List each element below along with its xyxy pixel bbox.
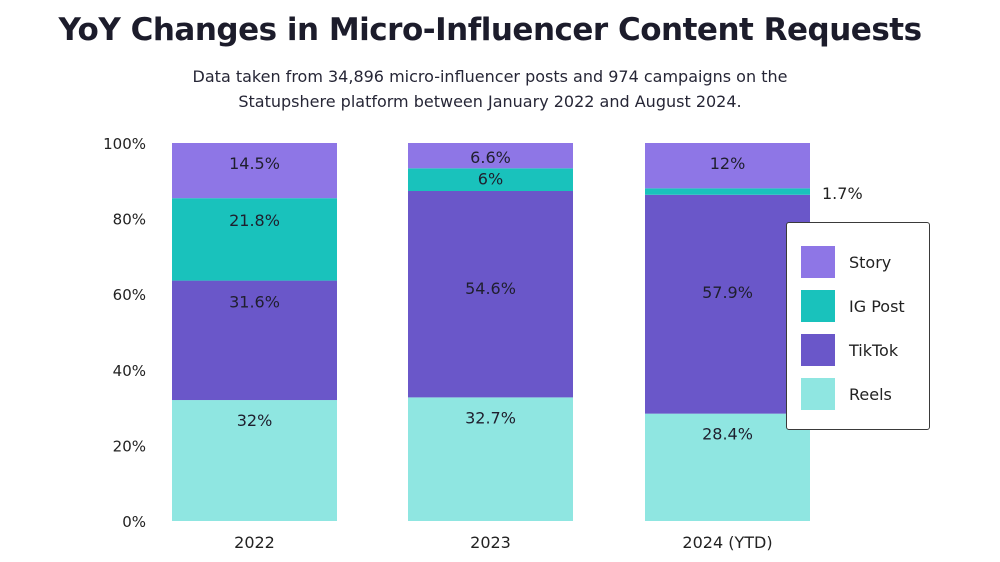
legend-swatch-ig-post (801, 290, 835, 322)
data-label: 6.6% (470, 148, 511, 167)
data-label: 1.7% (822, 184, 863, 203)
bar-segment-ig-post (645, 188, 810, 195)
legend-swatch-tiktok (801, 334, 835, 366)
data-label: 54.6% (465, 279, 516, 298)
bar-segment-story (172, 143, 337, 199)
data-label: 12% (710, 154, 746, 173)
data-label: 14.5% (229, 154, 280, 173)
data-label: 21.8% (229, 211, 280, 230)
bar-segment-reels (172, 400, 337, 521)
bar-segment-story (645, 143, 810, 189)
legend-swatch-story (801, 246, 835, 278)
legend-item-reels: Reels (801, 378, 892, 410)
bar-segment-reels (645, 413, 810, 521)
bar-segment-ig-post (172, 198, 337, 281)
y-tick-label: 20% (113, 437, 146, 455)
legend-label-story: Story (849, 252, 892, 272)
legend-swatch-reels (801, 378, 835, 410)
legend-item-story: Story (801, 246, 891, 278)
y-tick-label: 0% (122, 513, 146, 531)
chart-title: YoY Changes in Micro-Influencer Content … (58, 12, 922, 48)
data-label: 6% (478, 169, 503, 188)
data-label: 57.9% (702, 283, 753, 302)
legend-item-tiktok: TikTok (801, 334, 898, 366)
bar-segment-tiktok (172, 280, 337, 401)
y-tick-label: 60% (113, 286, 146, 304)
x-tick-label: 2024 (YTD) (682, 533, 772, 552)
x-tick-label: 2023 (470, 533, 511, 552)
data-label: 28.4% (702, 425, 753, 444)
legend-label-tiktok: TikTok (849, 340, 899, 360)
y-tick-label: 80% (113, 211, 146, 229)
chart-subtitle: Data taken from 34,896 micro-influencer … (192, 67, 788, 111)
x-tick-label: 2022 (234, 533, 275, 552)
bar-segment-story (408, 143, 573, 169)
data-label: 32.7% (465, 408, 516, 427)
y-tick-label: 100% (103, 135, 146, 153)
legend-item-ig-post: IG Post (801, 290, 905, 322)
legend-label-reels: Reels (849, 384, 892, 404)
y-tick-label: 40% (113, 362, 146, 380)
data-label: 31.6% (229, 293, 280, 312)
bar-segment-tiktok (408, 191, 573, 398)
bar-segment-ig-post (408, 168, 573, 192)
data-label: 32% (237, 411, 273, 430)
legend-label-ig-post: IG Post (849, 296, 905, 316)
chart-legend: Story IG Post TikTok Reels (786, 222, 930, 430)
bar-segment-reels (408, 397, 573, 521)
bar-segment-tiktok (645, 194, 810, 414)
